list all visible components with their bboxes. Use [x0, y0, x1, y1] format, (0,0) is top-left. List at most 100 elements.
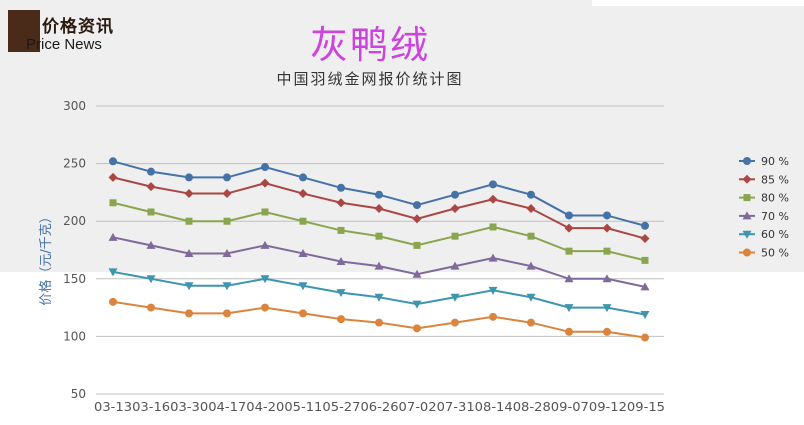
legend-label-60: 60 % — [761, 228, 789, 241]
data-point-70 — [374, 261, 384, 270]
legend-marker-60 — [742, 230, 752, 239]
data-point-80 — [413, 241, 421, 249]
data-point-80 — [261, 208, 269, 216]
data-point-70 — [260, 240, 270, 249]
data-point-70 — [564, 274, 574, 283]
data-point-90 — [565, 211, 573, 220]
legend-label-90: 90 % — [761, 155, 789, 168]
data-point-60 — [184, 282, 194, 291]
data-point-50 — [147, 303, 155, 312]
data-point-80 — [375, 232, 383, 240]
legend-label-50: 50 % — [761, 247, 789, 260]
data-point-50 — [451, 318, 459, 327]
data-point-90 — [375, 190, 383, 199]
data-point-80 — [223, 217, 231, 225]
data-point-85 — [640, 233, 650, 243]
data-point-80 — [527, 232, 535, 240]
data-point-80 — [185, 217, 193, 225]
data-point-90 — [299, 173, 307, 182]
data-point-60 — [146, 275, 156, 284]
data-point-60 — [374, 293, 384, 302]
logo-english-text: Price News — [26, 36, 102, 53]
data-point-80 — [337, 226, 345, 234]
data-point-60 — [298, 282, 308, 291]
data-point-50 — [565, 327, 573, 336]
data-point-60 — [450, 293, 460, 302]
data-point-85 — [450, 204, 460, 214]
legend-marker-70 — [742, 211, 752, 220]
data-point-80 — [147, 208, 155, 216]
data-point-85 — [260, 178, 270, 188]
data-point-50 — [223, 309, 231, 318]
data-point-70 — [146, 240, 156, 249]
y-tick-label: 50 — [71, 387, 86, 401]
data-point-50 — [527, 318, 535, 327]
data-point-90 — [109, 157, 117, 166]
data-point-50 — [185, 309, 193, 318]
y-tick-label: 200 — [63, 214, 86, 228]
data-point-70 — [602, 274, 612, 283]
data-point-80 — [489, 223, 497, 231]
data-point-50 — [109, 297, 117, 306]
data-point-85 — [602, 223, 612, 233]
data-point-70 — [336, 257, 346, 266]
legend-label-80: 80 % — [761, 192, 789, 205]
logo-chinese-text: 价格资讯 — [42, 17, 114, 37]
data-point-70 — [412, 269, 422, 278]
data-point-90 — [223, 173, 231, 182]
data-point-50 — [261, 303, 269, 312]
data-point-60 — [336, 289, 346, 298]
data-point-90 — [603, 211, 611, 220]
data-point-80 — [451, 232, 459, 240]
chart-title: 灰鸭绒 — [309, 23, 430, 67]
data-point-80 — [641, 256, 649, 264]
data-point-90 — [147, 167, 155, 176]
data-point-60 — [564, 304, 574, 313]
price-news-logo: 价格资讯 Price News — [6, 8, 134, 56]
data-point-85 — [108, 172, 118, 182]
data-point-85 — [412, 214, 422, 224]
data-point-85 — [336, 198, 346, 208]
legend-label-85: 85 % — [761, 173, 789, 186]
data-point-50 — [413, 324, 421, 333]
data-point-70 — [184, 248, 194, 257]
data-point-50 — [375, 318, 383, 327]
data-point-60 — [640, 311, 650, 320]
y-tick-label: 250 — [63, 157, 86, 171]
header-notch — [592, 0, 804, 6]
data-point-70 — [222, 248, 232, 257]
y-tick-label: 150 — [63, 272, 86, 286]
data-point-60 — [488, 286, 498, 295]
data-point-85 — [222, 189, 232, 199]
data-point-90 — [337, 183, 345, 192]
data-point-90 — [489, 180, 497, 189]
x-tick-labels: 03-1303-1603-3004-1704-2005-1105-2706-26… — [94, 400, 665, 414]
legend-label-70: 70 % — [761, 210, 789, 223]
data-point-60 — [412, 300, 422, 309]
data-point-85 — [146, 182, 156, 192]
data-point-50 — [299, 309, 307, 318]
data-point-85 — [526, 204, 536, 214]
data-point-85 — [564, 223, 574, 233]
data-point-90 — [641, 221, 649, 230]
data-point-70 — [108, 232, 118, 241]
data-point-85 — [298, 189, 308, 199]
data-point-70 — [640, 282, 650, 291]
header-background — [0, 0, 804, 272]
data-point-70 — [450, 261, 460, 270]
data-point-85 — [184, 189, 194, 199]
legend-marker-50 — [743, 248, 751, 257]
data-point-90 — [527, 190, 535, 199]
y-tick-label: 300 — [63, 99, 86, 113]
data-point-85 — [374, 204, 384, 214]
data-point-80 — [299, 217, 307, 225]
legend-marker-90 — [743, 157, 751, 165]
data-point-70 — [488, 253, 498, 262]
data-point-60 — [526, 293, 536, 302]
data-point-60 — [108, 268, 118, 277]
legend-marker-85 — [742, 174, 752, 184]
data-point-85 — [488, 194, 498, 204]
data-point-70 — [298, 248, 308, 257]
data-point-50 — [603, 327, 611, 336]
